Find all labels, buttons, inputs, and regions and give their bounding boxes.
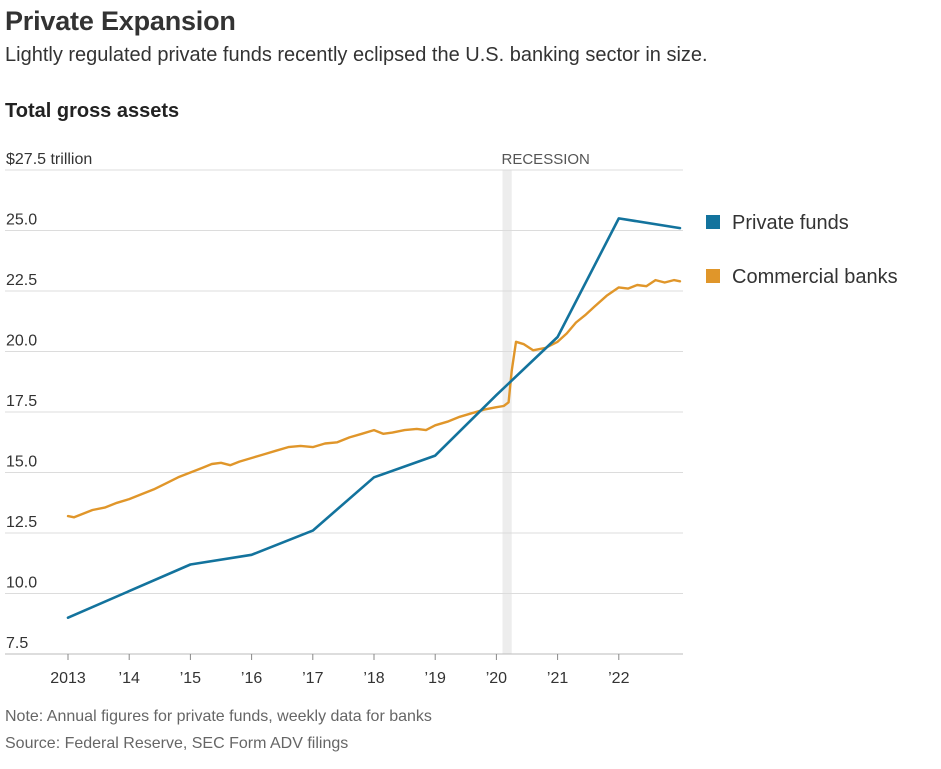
- series-line-private-funds: [66, 217, 682, 619]
- x-tick-label: ’14: [119, 670, 140, 687]
- legend-swatch-private-funds: [706, 215, 720, 229]
- legend-swatch-commercial-banks: [706, 269, 720, 283]
- chart-source: Source: Federal Reserve, SEC Form ADV fi…: [5, 735, 349, 752]
- y-tick-label: 22.5: [6, 272, 37, 289]
- grid-layer: [5, 169, 683, 655]
- y-tick-label: 10.0: [6, 575, 37, 592]
- legend: Private funds Commercial banks: [706, 212, 898, 288]
- chart-title: Private Expansion: [5, 6, 236, 36]
- legend-label-private-funds: Private funds: [732, 212, 849, 234]
- y-tick-label: 12.5: [6, 514, 37, 531]
- chart-subtitle: Lightly regulated private funds recently…: [5, 44, 708, 66]
- y-tick-label: 17.5: [6, 393, 37, 410]
- y-tick-label: 25.0: [6, 212, 37, 229]
- y-tick-label: 15.0: [6, 454, 37, 471]
- series-line-commercial-banks: [66, 278, 682, 519]
- legend-label-commercial-banks: Commercial banks: [732, 266, 898, 288]
- x-tick-label: ’22: [608, 670, 629, 687]
- x-tick-label: ’15: [180, 670, 201, 687]
- y-axis-labels: 7.5 10.0 12.5 15.0 17.5 20.0 22.5 25.0 $27.5 tri…: [6, 151, 92, 652]
- recession-band-layer: RECESSION: [502, 151, 590, 654]
- chart-heading: Total gross assets: [5, 100, 180, 122]
- recession-label: RECESSION: [502, 151, 590, 168]
- y-tick-label: 20.0: [6, 333, 37, 350]
- x-tick-label: ’21: [547, 670, 568, 687]
- series-layer: [66, 217, 682, 619]
- x-tick-label: ’17: [302, 670, 323, 687]
- x-tick-label: ’19: [425, 670, 446, 687]
- x-tick-label: ’16: [241, 670, 262, 687]
- x-tick-label: ’20: [486, 670, 507, 687]
- x-tick-label: ’18: [363, 670, 384, 687]
- x-axis: 2013 ’14 ’15 ’16 ’17 ’18 ’19 ’20 ’21 ’22: [50, 654, 630, 687]
- x-tick-label: 2013: [50, 670, 86, 687]
- y-tick-label: 7.5: [6, 635, 28, 652]
- y-tick-label: $27.5 trillion: [6, 151, 92, 168]
- chart-note: Note: Annual figures for private funds, …: [5, 708, 432, 725]
